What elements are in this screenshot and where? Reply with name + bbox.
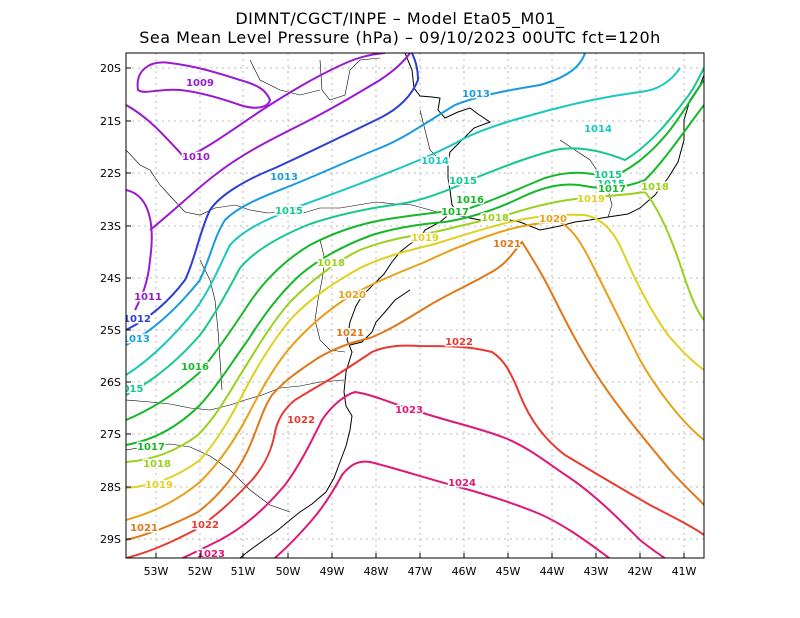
lon-label: 45W — [496, 565, 521, 578]
isobar-1019 — [126, 213, 704, 489]
isobar-1016 — [126, 79, 704, 421]
contour-label-1015: 1015 — [597, 179, 625, 190]
lon-label: 49W — [320, 565, 345, 578]
contour-label-1013: 1013 — [462, 89, 490, 100]
contour-label-1018: 1018 — [143, 459, 171, 470]
isobar-1009 — [136, 61, 272, 109]
contour-label-1023: 1023 — [395, 405, 423, 416]
contour-label-1021: 1021 — [336, 328, 364, 339]
contour-label-1016: 1016 — [181, 362, 209, 373]
isobar-1022 — [126, 344, 704, 558]
lon-label: 46W — [452, 565, 477, 578]
contour-label-1019: 1019 — [145, 480, 173, 491]
isobar-1020 — [126, 220, 704, 521]
contour-label-1021: 1021 — [493, 239, 521, 250]
isobar-1021 — [126, 240, 704, 541]
contour-label-1011: 1011 — [134, 292, 162, 303]
lon-label: 42W — [628, 565, 653, 578]
contour-label-1022: 1022 — [287, 415, 315, 426]
contour-label-1019: 1019 — [411, 233, 439, 244]
lat-label: 26S — [100, 376, 121, 389]
lon-label: 50W — [276, 565, 301, 578]
lat-label: 29S — [100, 533, 121, 546]
lon-label: 51W — [231, 565, 256, 578]
contour-label-1017: 1017 — [441, 207, 469, 218]
contour-label-1022: 1022 — [191, 520, 219, 531]
lon-label: 53W — [144, 565, 169, 578]
contour-label-1024: 1024 — [448, 478, 476, 489]
state-boundaries — [126, 57, 613, 513]
lat-label: 28S — [100, 481, 121, 494]
contour-label-1020: 1020 — [539, 214, 567, 225]
isobar-1011 — [126, 53, 411, 311]
contour-label-1015: 1015 — [275, 206, 303, 217]
plot-frame — [125, 52, 705, 559]
lat-label: 25S — [100, 324, 121, 337]
map-title-line1: DIMNT/CGCT/INPE – Model Eta05_M01_ — [235, 9, 565, 28]
contour-label-1017: 1017 — [137, 442, 165, 453]
isobar-1014 — [126, 67, 681, 376]
contour-label-1020: 1020 — [338, 290, 366, 301]
lat-label: 23S — [100, 220, 121, 233]
contour-label-1014: 1014 — [421, 156, 449, 167]
isobar-1013 — [126, 53, 586, 346]
contour-label-1013: 1013 — [270, 172, 298, 183]
contour-label-1019: 1019 — [577, 194, 605, 205]
isobar-1015 — [126, 67, 704, 396]
lat-label: 22S — [100, 167, 121, 180]
contour-label-1013: 1013 — [122, 334, 150, 345]
contour-label-1022: 1022 — [445, 337, 473, 348]
contour-label-1018: 1018 — [481, 213, 509, 224]
isobar-1012 — [126, 53, 420, 331]
longitude-axis: 53W 52W 51W 50W 49W 48W 47W 46W 45W 44W 43W 42W 41W — [144, 553, 697, 578]
contour-label-1018: 1018 — [641, 182, 669, 193]
isobars — [126, 53, 704, 558]
isobar-1010 — [126, 53, 386, 160]
contour-label-1021: 1021 — [130, 523, 158, 534]
latitude-axis: 20S 21S 22S 23S 24S 25S 26S 27S 28S 29S — [100, 62, 131, 546]
lat-label: 20S — [100, 62, 121, 75]
lon-label: 52W — [188, 565, 213, 578]
contour-label-1014: 1014 — [584, 124, 612, 135]
contour-labels: 1009 1010 1011 1012 1013 1013 1013 1014 1014 015 1… — [122, 77, 670, 560]
contour-label-1017: 1017 — [598, 184, 626, 195]
contour-label-1012: 1012 — [123, 314, 151, 325]
isobar-1023 — [180, 390, 667, 558]
contour-label-1023: 1023 — [197, 549, 225, 560]
contour-label-1015: 1015 — [594, 170, 622, 181]
contour-label-1009: 1009 — [186, 78, 214, 89]
lat-label: 27S — [100, 428, 121, 441]
lon-label: 43W — [584, 565, 609, 578]
contour-label-1010: 1010 — [182, 152, 210, 163]
lon-label: 47W — [408, 565, 433, 578]
contour-label-1018: 1018 — [317, 258, 345, 269]
map-title-line2: Sea Mean Level Pressure (hPa) – 09/10/20… — [139, 28, 661, 47]
isobar-1018 — [126, 190, 704, 463]
contour-label-1015: 1015 — [449, 176, 477, 187]
contour-label-015: 015 — [123, 384, 144, 395]
lat-label: 24S — [100, 272, 121, 285]
isobar-1017 — [126, 104, 704, 446]
lon-label: 48W — [364, 565, 389, 578]
lon-label: 44W — [540, 565, 565, 578]
contour-label-1016: 1016 — [456, 195, 484, 206]
lat-label: 21S — [100, 115, 121, 128]
lon-label: 41W — [672, 565, 697, 578]
isobar-1024 — [273, 460, 611, 558]
